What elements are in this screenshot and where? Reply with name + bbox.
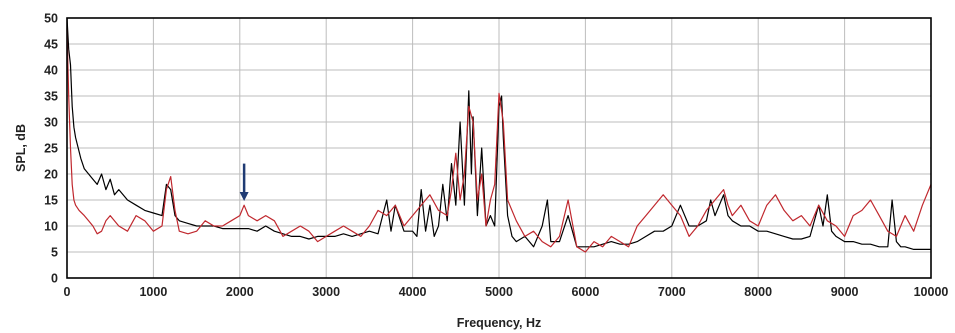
x-tick-label: 10000	[914, 285, 949, 299]
y-tick-label: 15	[44, 194, 58, 208]
x-tick-label: 1000	[139, 285, 167, 299]
plot-frame	[66, 17, 932, 279]
x-tick-labels: 0 1000 2000 3000 4000 5000 6000 7000 8000 9000 100…	[64, 285, 949, 299]
x-axis-title: Frequency, Hz	[457, 316, 542, 330]
series-line-1	[66, 17, 931, 250]
series-line-2	[66, 28, 932, 253]
x-tick-label: 6000	[571, 285, 599, 299]
y-tick-label: 25	[44, 142, 58, 156]
y-tick-labels: 0 5 10 15 20 25 30 35 40 45 50	[44, 12, 58, 286]
annotations	[239, 163, 249, 201]
series-lines	[66, 17, 932, 253]
x-tick-label: 3000	[312, 285, 340, 299]
y-tick-label: 10	[44, 220, 58, 234]
arrow-head	[239, 192, 249, 201]
x-tick-label: 0	[64, 285, 71, 299]
y-tick-label: 45	[44, 38, 58, 52]
y-tick-label: 5	[51, 246, 58, 260]
x-tick-label: 7000	[658, 285, 686, 299]
y-axis-title: SPL, dB	[14, 124, 28, 172]
y-tick-label: 30	[44, 116, 58, 130]
x-tick-label: 9000	[831, 285, 859, 299]
y-tick-label: 50	[44, 12, 58, 26]
x-tick-label: 4000	[399, 285, 427, 299]
y-tick-label: 40	[44, 64, 58, 78]
y-tick-label: 35	[44, 90, 58, 104]
y-tick-label: 20	[44, 168, 58, 182]
y-tick-label: 0	[51, 272, 58, 286]
x-tick-label: 2000	[226, 285, 254, 299]
annotation-arrow	[239, 163, 249, 201]
x-tick-label: 8000	[744, 285, 772, 299]
x-tick-label: 5000	[485, 285, 513, 299]
